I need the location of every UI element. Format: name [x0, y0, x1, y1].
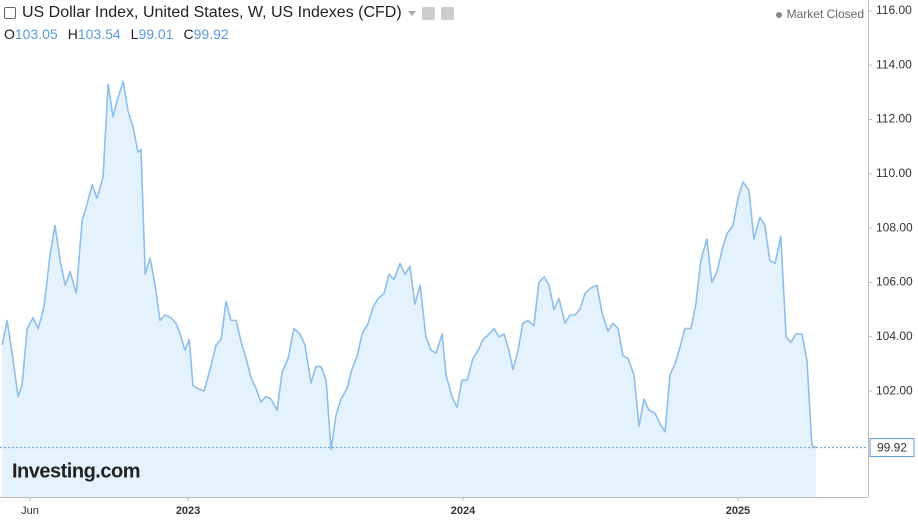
area-fill [2, 81, 817, 497]
x-tick-label: Jun [21, 505, 39, 517]
y-tick-label: 112.00 [876, 112, 912, 126]
x-tick-label: 2023 [176, 505, 200, 517]
settings-icon[interactable] [440, 6, 454, 20]
y-tick-label: 116.00 [876, 3, 912, 17]
last-price-label: 99.92 [877, 441, 907, 455]
y-tick-label: 104.00 [876, 329, 913, 343]
ohlc-label: O [4, 26, 15, 42]
chart-title: US Dollar Index, United States, W, US In… [22, 4, 402, 21]
price-line [1, 80, 817, 451]
ohlc-item: H103.54 [68, 26, 121, 42]
x-tick-label: 2025 [726, 505, 750, 517]
y-tick-label: 108.00 [876, 220, 913, 234]
y-tick-label: 102.00 [876, 383, 913, 397]
ohlc-row: O103.05 H103.54 L99.01 C99.92 [4, 26, 454, 42]
y-tick-label: 114.00 [876, 57, 912, 71]
header: US Dollar Index, United States, W, US In… [4, 4, 454, 42]
ohlc-item: L99.01 [131, 26, 174, 42]
ohlc-value: 99.01 [138, 26, 174, 42]
ohlc-label: C [183, 26, 194, 42]
ohlc-value: 99.92 [193, 26, 229, 42]
ohlc-value: 103.05 [14, 26, 58, 42]
last-price-tag [869, 438, 915, 458]
dropdown-caret[interactable] [407, 10, 416, 16]
collapse-icon[interactable] [4, 7, 16, 19]
market-status: Market Closed [776, 7, 864, 21]
y-tick-label: 110.00 [876, 166, 912, 180]
ohlc-label: H [67, 26, 78, 42]
y-tick-label: 106.00 [876, 275, 913, 289]
settings-icon[interactable] [421, 6, 435, 20]
title-row: US Dollar Index, United States, W, US In… [4, 4, 454, 22]
watermark: Investing.com [12, 460, 140, 482]
ohlc-label: L [130, 26, 139, 42]
ohlc-value: 103.54 [77, 26, 121, 42]
ohlc-item: C99.92 [184, 26, 229, 42]
x-tick-label: 2024 [451, 505, 476, 517]
ohlc-item: O103.05 [4, 26, 58, 42]
